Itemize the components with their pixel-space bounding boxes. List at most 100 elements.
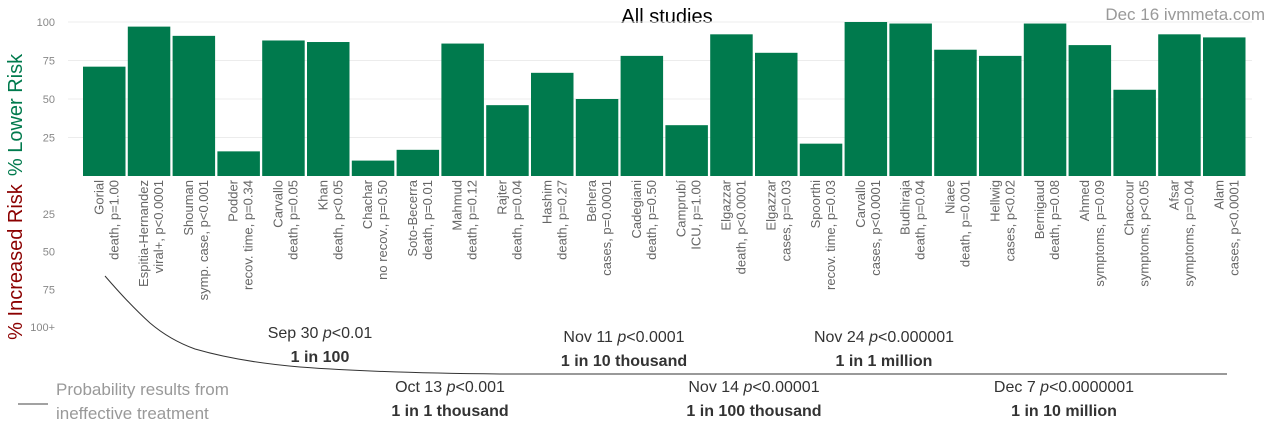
x-label-study: Elgazzar [718,179,733,230]
x-label-detail: death, p=0.12 [465,180,480,260]
x-label-detail: symptoms, p<0.05 [1137,180,1152,287]
annotation-date-p: Nov 24 p<0.000001 [814,329,954,346]
bar [486,105,529,176]
y-ticks: 25 50 75 100 25 50 75 100+ [30,17,55,334]
x-label-detail: no recov., p=0.50 [375,180,390,280]
x-label-detail: cases, p<0.0001 [1226,180,1241,276]
x-labels: Gorial death, p=1.00 Espitia-Hernandez vira… [91,179,1241,300]
bar [441,43,484,177]
x-label-study: Niaee [942,180,957,214]
bar [396,149,440,176]
y-tick-label: 100+ [30,322,55,334]
x-label-study: Ahmed [1077,180,1092,221]
x-label-detail: symptoms, p=0.04 [1181,180,1196,287]
x-label-detail: death, p=0.001 [957,180,972,267]
bar [1068,45,1112,176]
x-label-study: Mahmud [450,180,465,231]
bar [217,151,260,176]
y-tick-label: 75 [43,284,55,296]
annotation-date-p: Sep 30 p<0.01 [268,325,373,342]
x-label-study: Rajter [494,179,509,214]
bar [934,49,977,176]
probability-curve [104,275,1227,375]
bar [844,22,888,176]
y-axis-label-lower-risk: % Lower Risk [5,53,27,176]
x-label-detail: symp. case, p<0.001 [196,180,211,300]
x-label-study: Hashim [539,180,554,224]
x-label-study: Khan [315,180,330,210]
x-label-detail: death, p=0.27 [554,180,569,260]
bar [1023,23,1067,177]
bar [307,42,350,176]
annotations: Sep 30 p<0.01 1 in 100 Oct 13 p<0.001 1 in … [268,325,1134,420]
annotation-odds: 1 in 100 thousand [686,403,821,420]
bar [799,143,843,176]
bar [979,55,1022,176]
x-label-detail: death, p=0.01 [420,180,435,260]
x-label-detail: recov. time, p=0.34 [241,180,256,290]
x-label-detail: cases, p<0.0001 [868,180,883,276]
y-axis-label-increased-risk: % Increased Risk [5,183,27,340]
bar [83,66,126,176]
x-label-study: Behera [584,179,599,222]
curve-line [104,275,1227,375]
annotation-date-p: Dec 7 p<0.0000001 [994,379,1134,396]
x-label-detail: death, p<0.0001 [733,180,748,274]
x-label-detail: viral+, p<0.0001 [151,180,166,273]
legend-text-line2: ineffective treatment [56,404,209,423]
x-label-study: Gorial [91,180,106,215]
y-tick-label: 50 [43,247,55,259]
x-label-study: Spoorthi [808,180,823,229]
x-label-study: Camprubí [674,180,689,237]
x-label-study: Elgazzar [763,179,778,230]
x-label-detail: symptoms, p=0.09 [1092,180,1107,287]
bar [575,99,619,176]
x-label-study: Espitia-Hernandez [136,180,151,287]
x-label-detail: ICU, p=1.00 [689,180,704,250]
bar [172,35,216,176]
bar [620,55,664,176]
x-label-detail: cases, p=0.0001 [599,180,614,276]
bar [710,34,753,176]
x-label-study: Soto-Becerra [405,179,420,256]
x-label-study: Chachar [360,179,375,229]
y-tick-label: 75 [43,56,55,68]
annotation-date-p: Nov 11 p<0.0001 [563,329,684,346]
annotation-odds: 1 in 10 million [1011,403,1117,420]
bar [531,72,574,176]
annotation-odds: 1 in 1 thousand [391,403,508,420]
bar [127,26,171,177]
y-tick-label: 100 [37,17,55,29]
bar [1158,34,1201,176]
bar [351,160,395,176]
x-label-study: Podder [226,179,241,222]
x-label-study: Hellwig [987,180,1002,222]
legend: Probability results from ineffective tre… [18,380,229,423]
x-label-detail: recov. time, p=0.03 [823,180,838,290]
x-label-study: Carvallo [853,180,868,228]
x-label-study: Bernigaud [1032,180,1047,239]
x-label-detail: death, p=0.50 [644,180,659,260]
x-label-detail: death, p=0.08 [1047,180,1062,260]
bar [889,23,932,177]
x-label-detail: death, p=0.04 [913,180,928,260]
x-label-study: Budhiraja [898,179,913,235]
x-label-study: Chaccour [1122,179,1137,235]
x-label-detail: death, p<0.05 [330,180,345,260]
x-label-study: Cadegiani [629,180,644,239]
bar [1113,89,1156,176]
bars [83,22,1246,177]
annotation-odds: 1 in 100 [291,349,350,366]
annotation-odds: 1 in 10 thousand [561,353,687,370]
x-label-detail: cases, p<0.02 [1002,180,1017,261]
chart-credit: Dec 16 ivmmeta.com [1105,5,1265,24]
bar [1203,37,1246,177]
annotation-odds: 1 in 1 million [836,353,933,370]
chart-title: All studies [621,6,712,28]
x-label-detail: death, p=0.04 [509,180,524,260]
x-label-detail: death, p=1.00 [106,180,121,260]
bar [262,40,305,177]
bar [665,125,708,176]
x-label-detail: cases, p=0.03 [778,180,793,261]
